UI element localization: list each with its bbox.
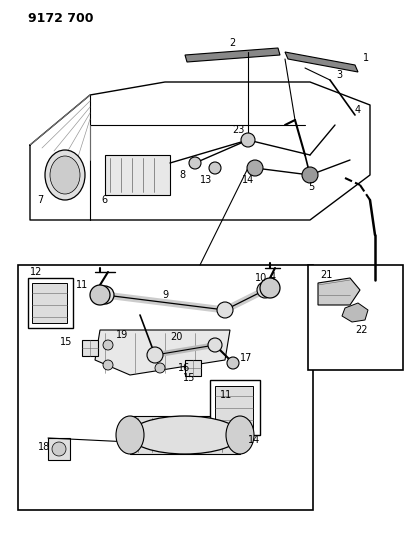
Circle shape — [96, 286, 114, 304]
Text: 2: 2 — [229, 38, 235, 48]
Bar — [28, 278, 73, 328]
Bar — [308, 265, 403, 370]
Text: 19: 19 — [116, 330, 128, 340]
Circle shape — [217, 302, 233, 318]
Ellipse shape — [45, 150, 85, 200]
Polygon shape — [185, 48, 280, 62]
Bar — [185, 360, 201, 376]
Text: 13: 13 — [200, 175, 212, 185]
Circle shape — [103, 360, 113, 370]
Text: 1: 1 — [363, 53, 369, 63]
Text: 6: 6 — [101, 195, 107, 205]
Bar — [32, 283, 67, 323]
Circle shape — [241, 133, 255, 147]
Text: 4: 4 — [355, 105, 361, 115]
Circle shape — [302, 167, 318, 183]
Bar — [105, 155, 170, 195]
Circle shape — [210, 340, 220, 350]
Text: 12: 12 — [30, 267, 42, 277]
Circle shape — [247, 160, 263, 176]
Text: 15: 15 — [60, 337, 72, 347]
Text: 23: 23 — [233, 125, 245, 135]
Text: 11: 11 — [76, 280, 88, 290]
Text: 21: 21 — [320, 270, 332, 280]
Ellipse shape — [50, 156, 80, 194]
Polygon shape — [285, 52, 358, 72]
Ellipse shape — [226, 416, 254, 454]
Circle shape — [103, 340, 113, 350]
Circle shape — [209, 162, 221, 174]
Text: 10: 10 — [255, 273, 267, 283]
Circle shape — [52, 442, 66, 456]
Bar — [210, 380, 260, 435]
Circle shape — [227, 357, 239, 369]
Text: 16: 16 — [178, 363, 190, 373]
Bar — [215, 386, 253, 429]
Text: 17: 17 — [240, 353, 252, 363]
Bar — [18, 265, 313, 510]
Circle shape — [155, 363, 165, 373]
Ellipse shape — [130, 416, 240, 454]
Text: 9: 9 — [162, 290, 168, 300]
Polygon shape — [318, 278, 360, 305]
Bar — [82, 340, 98, 356]
Text: 14: 14 — [242, 175, 254, 185]
Text: 9172 700: 9172 700 — [28, 12, 93, 25]
Circle shape — [260, 278, 280, 298]
Bar — [48, 438, 70, 460]
Circle shape — [90, 285, 110, 305]
Text: 3: 3 — [336, 70, 342, 80]
Bar — [130, 416, 240, 454]
Text: 11: 11 — [220, 390, 232, 400]
Text: 20: 20 — [170, 332, 182, 342]
Text: 14: 14 — [248, 435, 260, 445]
Text: 4: 4 — [270, 272, 276, 282]
Text: 7: 7 — [37, 195, 43, 205]
Circle shape — [147, 347, 163, 363]
Circle shape — [257, 282, 273, 298]
Text: 8: 8 — [179, 170, 185, 180]
Circle shape — [189, 157, 201, 169]
Polygon shape — [342, 303, 368, 322]
Polygon shape — [95, 330, 230, 375]
Text: 18: 18 — [38, 442, 50, 452]
Circle shape — [208, 338, 222, 352]
Text: 15: 15 — [182, 373, 195, 383]
Text: 22: 22 — [355, 325, 367, 335]
Text: 5: 5 — [308, 182, 314, 192]
Ellipse shape — [116, 416, 144, 454]
